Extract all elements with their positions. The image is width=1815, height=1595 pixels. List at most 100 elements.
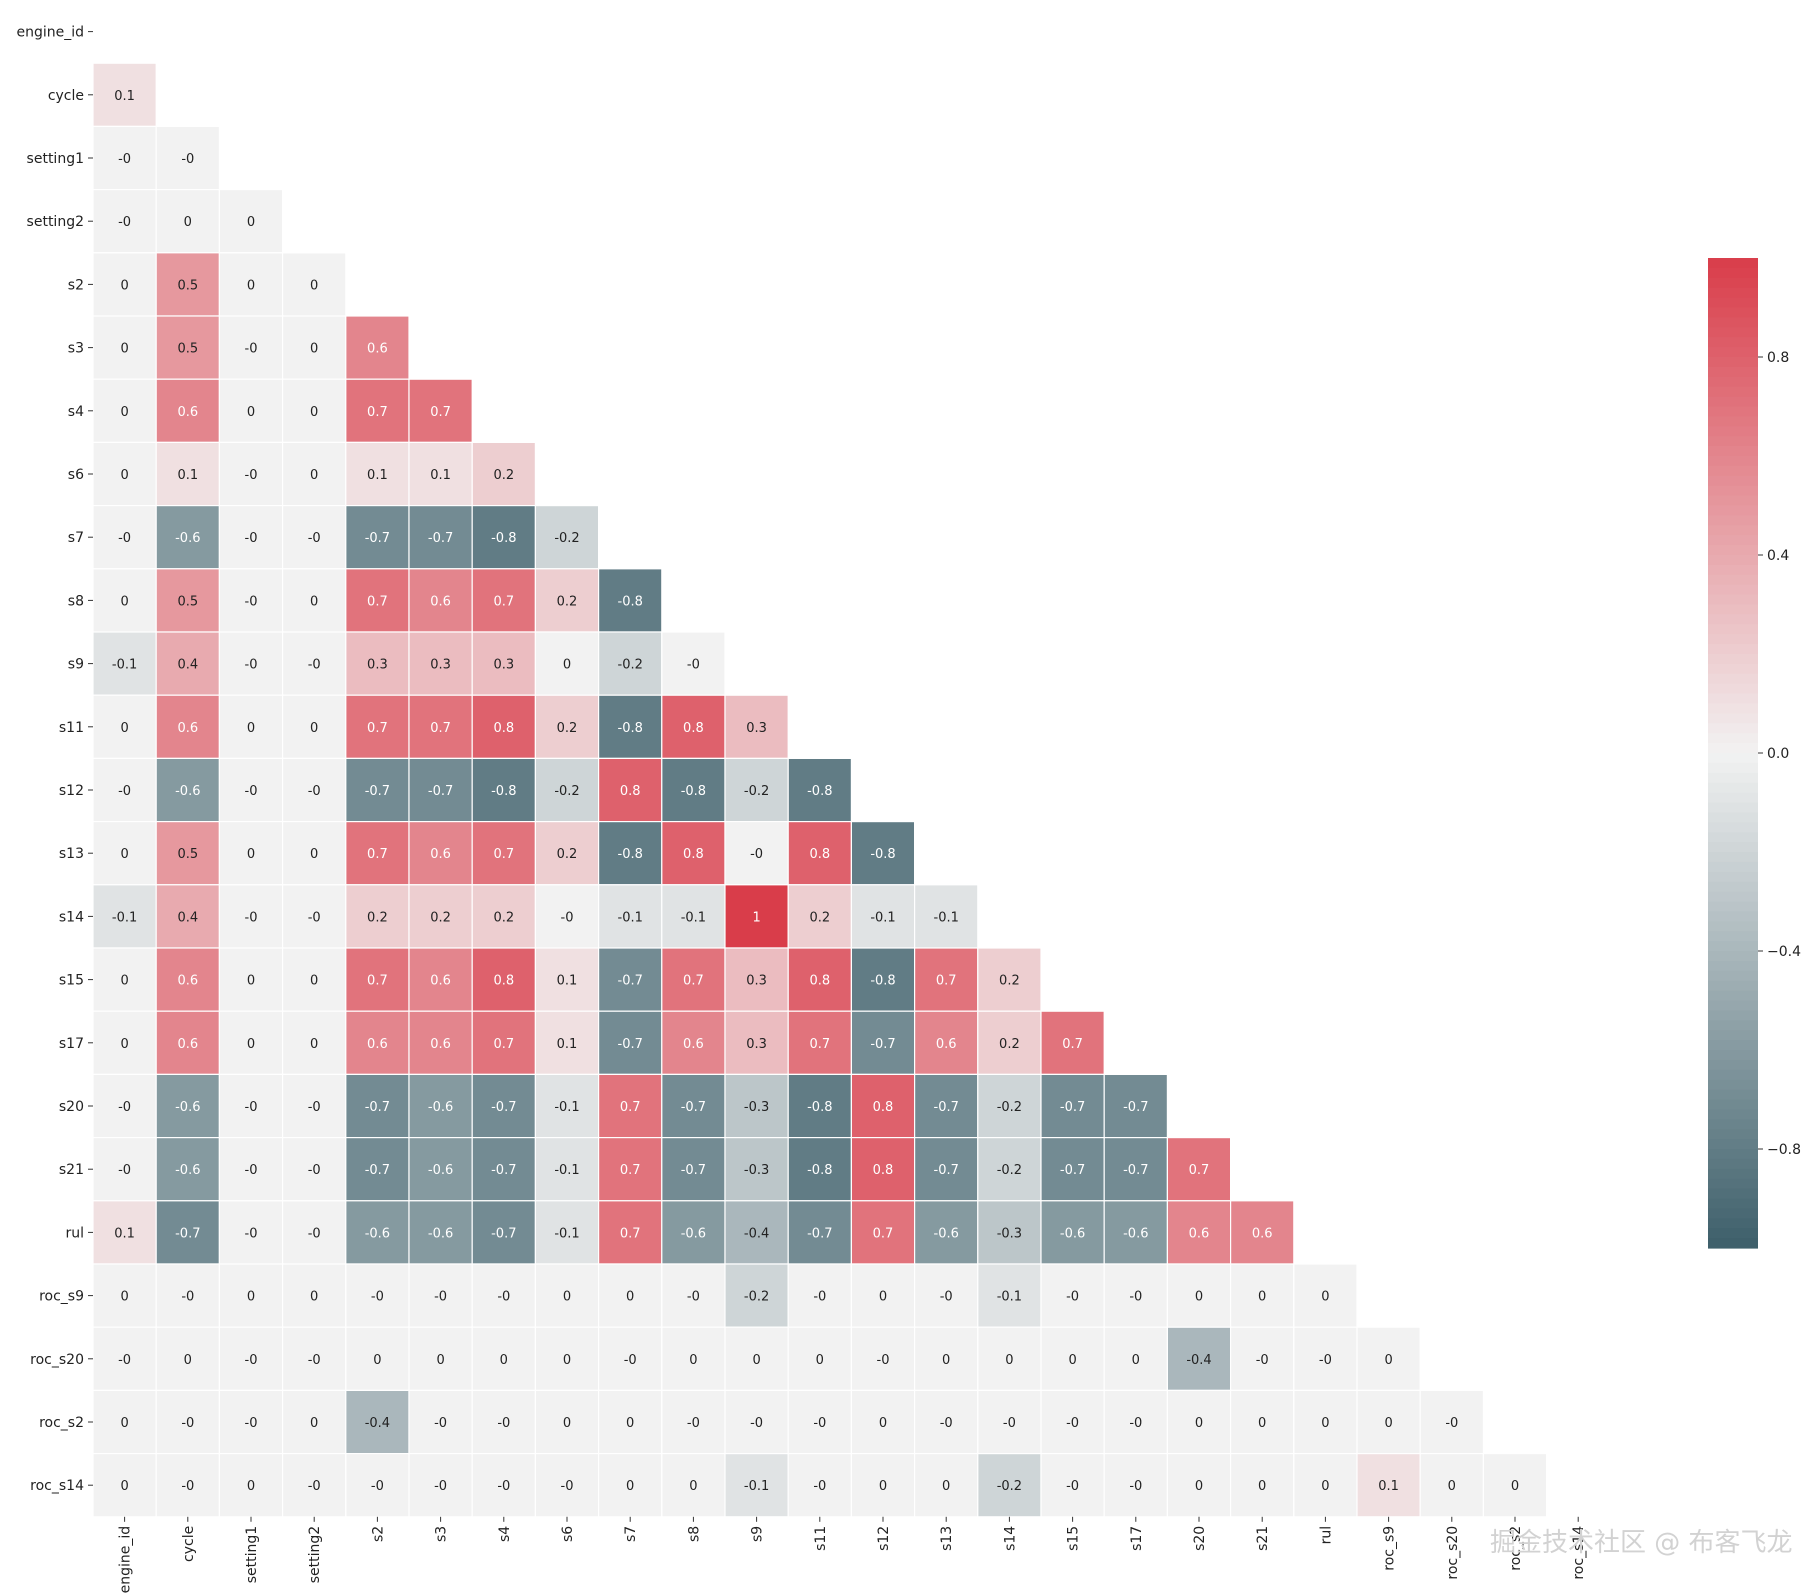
cell-value-label: -0 xyxy=(245,1353,258,1368)
cell-roc-s20-s20 xyxy=(1166,1326,1232,1391)
cell-s17-s7 xyxy=(597,1010,663,1076)
cell-value-label: -0 xyxy=(181,1416,194,1431)
colorbar-segment xyxy=(1708,733,1758,744)
cell-value-label: -0.8 xyxy=(807,784,832,799)
cell-value-label: 0 xyxy=(247,1037,255,1052)
x-tick-label-roc-s9: roc_s9 xyxy=(1382,1526,1398,1571)
cell-s9-setting2 xyxy=(282,631,347,696)
x-tick-label-rul: rul xyxy=(1318,1526,1334,1545)
colorbar-segment xyxy=(1708,762,1758,774)
x-tick-label-s7: s7 xyxy=(623,1526,639,1542)
cell-value-label: 0.7 xyxy=(493,594,514,609)
cell-roc-s2-roc-s20 xyxy=(1419,1389,1484,1455)
cell-value-label: -0.1 xyxy=(554,1100,579,1115)
cell-s17-s3 xyxy=(408,1010,473,1076)
cell-value-label: 0 xyxy=(310,1416,318,1431)
cell-s20-s8 xyxy=(661,1073,726,1139)
colorbar-segment xyxy=(1708,1109,1758,1120)
cell-roc-s2-s2 xyxy=(345,1389,410,1455)
cell-value-label: -0 xyxy=(750,1416,763,1431)
cell-value-label: 0 xyxy=(120,405,128,420)
cell-s14-s4 xyxy=(471,884,537,949)
cell-value-label: -0 xyxy=(245,1416,258,1431)
cell-s13-s3 xyxy=(408,820,473,886)
colorbar-segment xyxy=(1708,812,1758,823)
cell-roc-s20-s15 xyxy=(1040,1326,1105,1391)
cell-value-label: 0.2 xyxy=(809,910,830,925)
cell-s17-engine-id xyxy=(92,1010,157,1076)
colorbar-segment xyxy=(1708,792,1758,804)
cell-value-label: -0.2 xyxy=(997,1479,1022,1494)
colorbar-tick-label: −0.4 xyxy=(1767,944,1801,960)
cell-s2-setting2 xyxy=(282,252,347,317)
x-tick-label-s12: s12 xyxy=(876,1526,892,1551)
cell-value-label: -0.8 xyxy=(870,974,895,989)
colorbar-segment xyxy=(1708,624,1758,635)
colorbar-segment xyxy=(1708,297,1758,309)
cell-s13-s7 xyxy=(597,820,663,886)
cell-value-label: -0.7 xyxy=(1123,1100,1148,1115)
colorbar-segment xyxy=(1708,436,1758,447)
colorbar-segment xyxy=(1708,713,1758,724)
colorbar-segment xyxy=(1708,871,1758,883)
colorbar-segment xyxy=(1708,1129,1758,1140)
cell-value-label: -0.2 xyxy=(744,784,769,799)
cell-s8-s7 xyxy=(597,568,663,633)
cell-value-label: -0 xyxy=(118,152,131,167)
cell-value-label: -0 xyxy=(1129,1479,1142,1494)
cell-value-label: 0.5 xyxy=(177,342,198,357)
y-tick-label-setting2: setting2 xyxy=(27,214,84,230)
cell-value-label: 0 xyxy=(310,468,318,483)
cell-value-label: -0.7 xyxy=(1123,1163,1148,1178)
cell-s14-s9 xyxy=(724,884,789,949)
cell-roc-s2-s7 xyxy=(597,1389,663,1455)
cell-value-label: -0.6 xyxy=(1123,1226,1148,1241)
cell-value-label: 0.8 xyxy=(493,974,514,989)
colorbar-segment xyxy=(1708,1198,1758,1209)
colorbar-segment xyxy=(1708,1040,1758,1051)
colorbar-segment xyxy=(1708,465,1758,477)
cell-s15-s4 xyxy=(471,947,537,1012)
cell-value-label: 0.1 xyxy=(114,89,135,104)
cell-s17-cycle xyxy=(155,1010,220,1076)
cell-value-label: -0.7 xyxy=(365,1100,390,1115)
y-tick-label-s4: s4 xyxy=(68,404,84,420)
cell-value-label: 0 xyxy=(942,1479,950,1494)
colorbar-segment xyxy=(1708,1020,1758,1031)
cell-roc-s14-s9 xyxy=(724,1452,789,1518)
cell-value-label: -0 xyxy=(1256,1353,1269,1368)
cell-value-label: -0.8 xyxy=(618,594,643,609)
colorbar-segment xyxy=(1708,970,1758,982)
colorbar-segment xyxy=(1708,1208,1758,1219)
x-tick-label-setting2: setting2 xyxy=(307,1526,323,1583)
cell-s17-setting1 xyxy=(218,1010,284,1076)
colorbar-segment xyxy=(1708,1079,1758,1091)
cell-value-label: 0 xyxy=(310,278,318,293)
cell-value-label: -0.3 xyxy=(997,1226,1022,1241)
cell-value-label: 0.2 xyxy=(367,910,388,925)
x-tick-label-s4: s4 xyxy=(497,1526,513,1542)
colorbar-segment xyxy=(1708,663,1758,675)
cell-s15-s6 xyxy=(534,947,600,1012)
cell-value-label: -0.7 xyxy=(681,1163,706,1178)
cell-value-label: 0.7 xyxy=(367,847,388,862)
cell-value-label: -0 xyxy=(434,1290,447,1305)
cell-s6-engine-id xyxy=(92,441,157,507)
cell-roc-s9-s15 xyxy=(1040,1263,1105,1328)
cell-value-label: -0 xyxy=(118,1100,131,1115)
cell-value-label: 0.1 xyxy=(177,468,198,483)
cell-value-label: -0 xyxy=(308,1353,321,1368)
cell-s3-setting2 xyxy=(282,315,347,380)
colorbar-segment xyxy=(1708,703,1758,714)
cell-value-label: -0.1 xyxy=(112,658,137,673)
cell-value-label: 0.7 xyxy=(493,1037,514,1052)
cell-value-label: 0.3 xyxy=(493,658,514,673)
cell-value-label: 0 xyxy=(879,1479,887,1494)
cell-value-label: -0.6 xyxy=(428,1226,453,1241)
cell-value-label: 0 xyxy=(310,847,318,862)
cell-value-label: 0.1 xyxy=(430,468,451,483)
cell-s9-engine-id xyxy=(92,631,157,696)
cell-roc-s14-setting1 xyxy=(218,1452,284,1518)
colorbar-segment xyxy=(1708,852,1758,863)
cell-s4-setting2 xyxy=(282,378,347,444)
